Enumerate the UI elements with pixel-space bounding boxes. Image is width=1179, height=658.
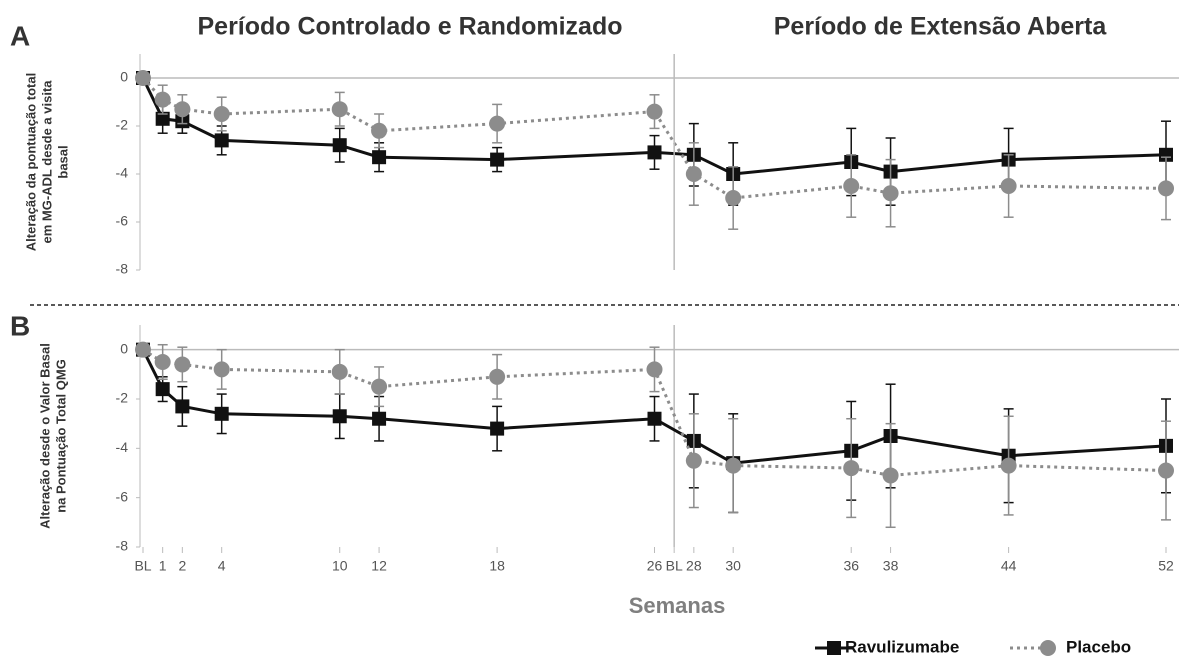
- period-title: Período de Extensão Aberta: [774, 13, 1108, 41]
- marker: [155, 382, 170, 397]
- x-tick-label: 12: [371, 558, 387, 574]
- marker: [175, 399, 190, 414]
- period-title: Período Controlado e Randomizado: [197, 13, 622, 41]
- marker: [372, 150, 387, 165]
- marker: [1000, 178, 1017, 194]
- marker: [332, 409, 347, 424]
- marker: [489, 115, 506, 132]
- marker: [882, 467, 899, 484]
- y-tick-label: -6: [116, 488, 129, 504]
- marker: [372, 411, 387, 426]
- x-tick-label: 30: [725, 558, 741, 574]
- legend-label: Placebo: [1066, 637, 1131, 656]
- marker: [647, 145, 662, 160]
- marker: [174, 356, 191, 373]
- x-tick-label: 38: [883, 558, 899, 574]
- marker: [371, 122, 388, 139]
- y-tick-label: -6: [116, 213, 129, 229]
- marker: [725, 457, 742, 474]
- marker: [646, 103, 663, 120]
- x-tick-label: 18: [489, 558, 505, 574]
- x-axis-label: Semanas: [629, 593, 726, 618]
- marker: [135, 70, 151, 86]
- y-tick-label: -2: [116, 390, 129, 406]
- marker: [685, 452, 702, 469]
- x-tick-label: 1: [159, 558, 167, 574]
- legend-marker: [827, 641, 841, 655]
- marker: [1159, 147, 1173, 162]
- marker: [1000, 457, 1017, 474]
- x-tick-label: 4: [218, 558, 226, 574]
- marker: [155, 111, 170, 126]
- y-axis-label: Alteração da pontuação total: [23, 73, 38, 251]
- y-tick-label: -4: [116, 165, 129, 181]
- marker: [213, 106, 230, 122]
- marker: [647, 411, 662, 426]
- x-tick-label: BL: [134, 558, 151, 574]
- marker: [331, 101, 348, 118]
- x-tick-label: 10: [332, 558, 348, 574]
- series: [136, 71, 1173, 206]
- x-tick-label: 36: [843, 558, 859, 574]
- marker: [154, 354, 171, 370]
- marker: [1158, 180, 1174, 197]
- x-tick-label: 28: [686, 558, 702, 574]
- y-tick-label: 0: [120, 340, 128, 356]
- marker: [331, 363, 348, 380]
- y-axis-label: na Pontuação Total QMG: [53, 359, 68, 513]
- panel-label: A: [10, 20, 30, 51]
- marker: [843, 178, 860, 194]
- marker: [882, 185, 899, 202]
- marker: [213, 361, 230, 378]
- y-tick-label: -2: [116, 117, 129, 133]
- x-tick-label: 26: [647, 558, 663, 574]
- marker: [214, 133, 229, 148]
- marker: [1158, 462, 1174, 479]
- y-tick-label: -4: [116, 439, 129, 455]
- marker: [135, 341, 151, 358]
- marker: [154, 91, 171, 108]
- x-tick-label: BL: [666, 558, 683, 574]
- y-axis-label: em MG-ADL desde a visita: [39, 80, 54, 244]
- marker: [174, 101, 191, 118]
- marker: [489, 368, 506, 385]
- marker: [490, 152, 505, 167]
- marker: [685, 166, 702, 182]
- y-axis-label: Alteração desde o Valor Basal: [37, 343, 52, 529]
- marker: [490, 421, 505, 436]
- y-tick-label: -8: [116, 538, 129, 554]
- x-tick-label: 44: [1001, 558, 1017, 574]
- marker: [214, 406, 229, 421]
- legend-marker: [1040, 640, 1056, 656]
- series: [135, 70, 1174, 230]
- marker: [725, 190, 742, 206]
- y-tick-label: -8: [116, 261, 129, 277]
- x-tick-label: 2: [178, 558, 186, 574]
- y-axis-label: basal: [55, 145, 70, 178]
- x-tick-label: 52: [1158, 558, 1174, 574]
- series: [135, 341, 1174, 529]
- y-tick-label: 0: [120, 69, 128, 85]
- marker: [646, 361, 663, 378]
- marker: [332, 138, 347, 153]
- legend-label: Ravulizumabe: [845, 637, 959, 656]
- panel-label: B: [10, 310, 30, 341]
- marker: [843, 460, 860, 477]
- marker: [371, 378, 388, 395]
